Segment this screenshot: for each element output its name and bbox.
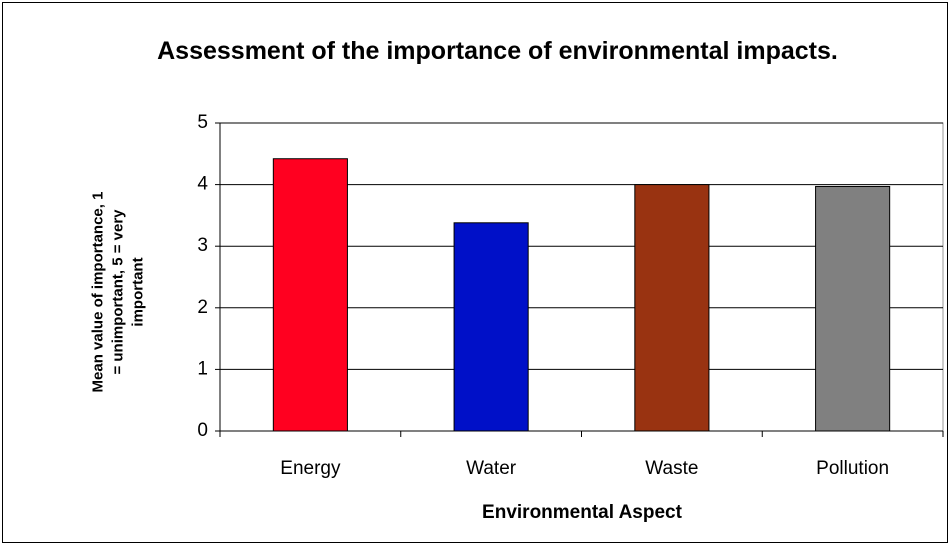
bar — [453, 222, 529, 432]
x-tick-label: Waste — [645, 458, 698, 479]
y-tick-label: 5 — [197, 112, 208, 133]
x-tick-label: Energy — [280, 458, 341, 479]
bar — [634, 184, 710, 432]
x-axis-title: Environmental Aspect — [482, 502, 683, 523]
x-tick-label: Pollution — [816, 458, 889, 479]
y-tick-label: 1 — [197, 358, 208, 379]
y-tick-label: 3 — [197, 235, 208, 256]
y-tick-label: 2 — [197, 297, 208, 318]
bar — [815, 185, 891, 432]
bar — [272, 158, 348, 432]
x-tick-label: Water — [466, 458, 517, 479]
y-axis-title: Mean value of importance, 1 = unimportan… — [89, 191, 147, 393]
chart-title: Assessment of the importance of environm… — [157, 37, 838, 65]
y-tick-label: 0 — [197, 420, 208, 441]
y-tick-label: 4 — [197, 174, 208, 195]
